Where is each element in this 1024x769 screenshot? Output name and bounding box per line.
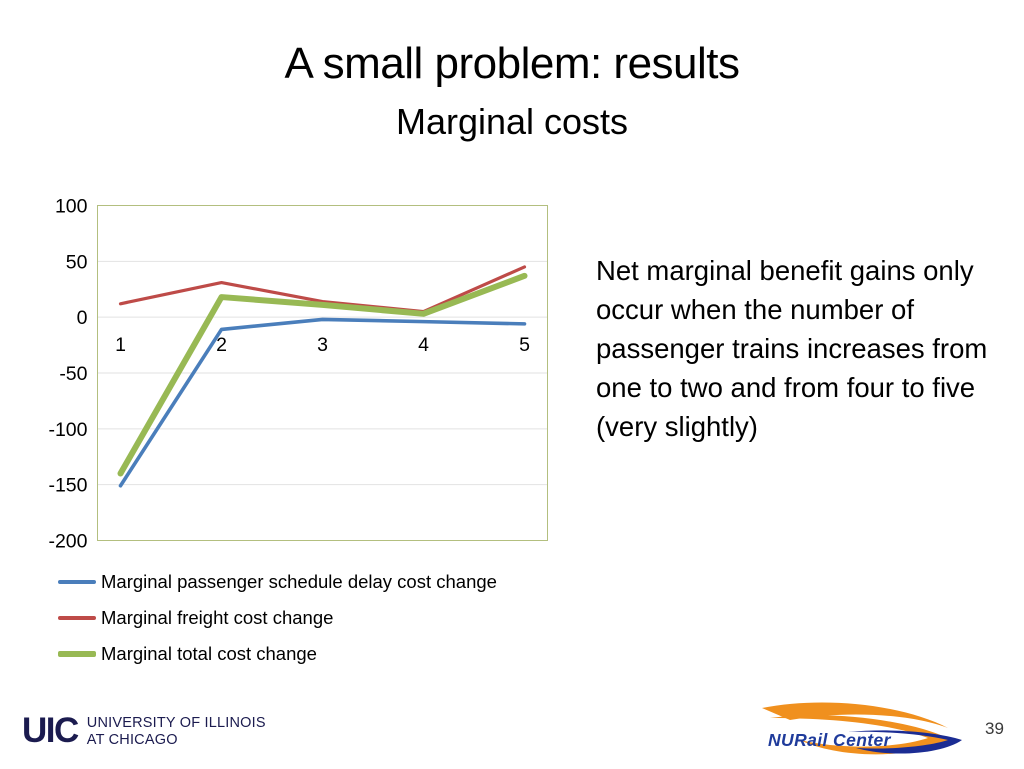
chart-canvas: 100 50 0 -50 -100 -150 -200 1 2 3 4 5 xyxy=(48,196,548,553)
x-axis-tick-label: 5 xyxy=(519,334,530,356)
chart-series-lines xyxy=(117,265,528,488)
nurail-swoosh-blue xyxy=(848,730,962,754)
y-axis-tick-label: 100 xyxy=(55,196,88,218)
x-axis-tick-label: 3 xyxy=(317,334,328,356)
page-subtitle: Marginal costs xyxy=(395,101,629,142)
legend-item-freight[interactable]: Marginal freight cost change xyxy=(58,600,578,636)
series-line xyxy=(118,317,527,488)
nurail-name: NURail Center xyxy=(768,730,891,750)
plot-area-border xyxy=(97,205,548,541)
series-line xyxy=(118,265,527,314)
nurail-swoosh-orange-top xyxy=(762,702,948,728)
marginal-costs-line-chart: 100 50 0 -50 -100 -150 -200 1 2 3 4 5 xyxy=(22,192,570,552)
x-axis-tick-label: 4 xyxy=(418,334,429,356)
nurail-swoosh-orange-body xyxy=(770,715,952,755)
slide-number: 39 xyxy=(985,719,1004,738)
body-paragraph: Net marginal benefit gains only occur wh… xyxy=(596,255,988,442)
nurail-swoosh-icon xyxy=(762,702,962,755)
chart-legend: Marginal passenger schedule delay cost c… xyxy=(58,564,578,672)
legend-swatch-freight xyxy=(58,616,96,620)
uic-logo: UIC UNIVERSITY OF ILLINOIS AT CHICAGO xyxy=(22,712,266,750)
chart-y-axis-labels: 100 50 0 -50 -100 -150 -200 xyxy=(48,196,87,553)
chart-x-axis-labels: 1 2 3 4 5 xyxy=(115,334,530,356)
uic-logo-text: UNIVERSITY OF ILLINOIS AT CHICAGO xyxy=(87,715,266,748)
legend-label-total: Marginal total cost change xyxy=(101,643,317,664)
x-axis-tick-label: 1 xyxy=(115,334,126,356)
y-axis-tick-label: -100 xyxy=(48,419,87,441)
legend-swatch-passenger xyxy=(58,580,96,584)
series-line xyxy=(117,272,528,477)
uic-wordmark: UIC xyxy=(22,711,79,750)
y-axis-tick-label: -200 xyxy=(48,531,87,553)
legend-item-total[interactable]: Marginal total cost change xyxy=(58,636,578,672)
legend-swatch-total xyxy=(58,651,96,657)
y-axis-tick-label: -50 xyxy=(59,363,87,385)
uic-logo-line1: UNIVERSITY OF ILLINOIS xyxy=(86,715,266,731)
chart-gridlines xyxy=(97,205,548,541)
y-axis-tick-label: 0 xyxy=(77,307,88,329)
nurail-logo: NURail Center xyxy=(752,698,968,764)
legend-label-passenger: Marginal passenger schedule delay cost c… xyxy=(101,571,497,592)
x-axis-tick-label: 2 xyxy=(216,334,227,356)
page-title: A small problem: results xyxy=(284,39,740,88)
legend-item-passenger[interactable]: Marginal passenger schedule delay cost c… xyxy=(58,564,578,600)
legend-label-freight: Marginal freight cost change xyxy=(101,607,334,628)
y-axis-tick-label: 50 xyxy=(66,251,88,273)
uic-logo-line2: AT CHICAGO xyxy=(86,731,178,748)
y-axis-tick-label: -150 xyxy=(48,475,87,497)
